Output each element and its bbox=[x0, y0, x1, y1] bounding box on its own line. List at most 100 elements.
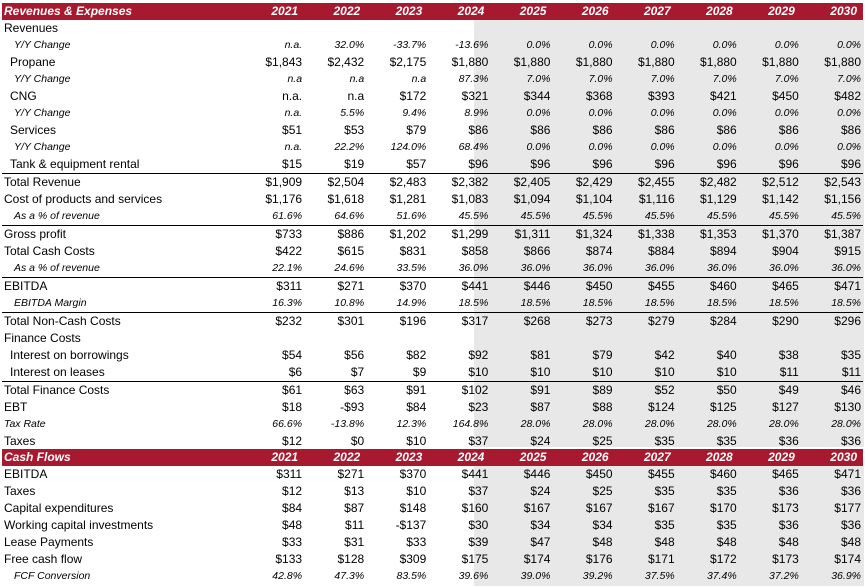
row-total-cash-costs: Total Cash Costs $422 $615 $831 $858 $866 $874… bbox=[2, 243, 863, 260]
cell-2029: $11 bbox=[779, 365, 799, 379]
cell-2028: 45.5% bbox=[706, 210, 737, 222]
row-lease-payments: Lease Payments $33 $31 $33 $39 $47 $48 $48 $48 $4… bbox=[2, 534, 863, 551]
cell-2024: 45.5% bbox=[458, 210, 489, 222]
cell-2022 bbox=[304, 330, 366, 347]
cell-2027: 0.0% bbox=[650, 39, 675, 51]
cell-2026: 39.2% bbox=[582, 570, 613, 582]
cell-2021: n.a. bbox=[284, 141, 303, 153]
cell-2027: $52 bbox=[614, 381, 677, 399]
row-y-y-change: Y/Y Change n.a. 5.5% 9.4% 8.9% 0.0% 0.0% 0.0% 0.… bbox=[2, 105, 863, 122]
cell-2029: $465 bbox=[772, 467, 799, 481]
cell-2028: 36.0% bbox=[706, 262, 737, 274]
cell-2022: 47.3% bbox=[334, 570, 365, 582]
row-label: FCF Conversion bbox=[14, 570, 91, 582]
cell-2030: 18.5% bbox=[831, 297, 861, 309]
cell-2023: $1,202 bbox=[366, 225, 429, 243]
row-taxes: Taxes $12 $13 $10 $37 $24 $25 $35 $35 $36 $36 bbox=[2, 483, 863, 500]
cell-2028 bbox=[677, 20, 739, 37]
cell-2028: $35 bbox=[716, 518, 737, 532]
year-header-2030: 2030 bbox=[800, 3, 863, 20]
cell-2025 bbox=[490, 20, 552, 37]
cell-2030 bbox=[801, 330, 863, 347]
cell-2021: 16.3% bbox=[272, 297, 303, 309]
cell-2028: $10 bbox=[716, 365, 737, 379]
cell-2030: 0.0% bbox=[837, 141, 861, 153]
cell-2024: $441 bbox=[461, 467, 489, 481]
cell-2021: $232 bbox=[241, 312, 305, 330]
year-header-2024: 2024 bbox=[428, 3, 491, 20]
cell-2022: $2,504 bbox=[304, 173, 367, 191]
cell-2029: $48 bbox=[778, 535, 799, 549]
row-label: Y/Y Change bbox=[14, 39, 71, 51]
cell-2028: $460 bbox=[710, 467, 737, 481]
cell-2025: $96 bbox=[530, 157, 551, 171]
cell-2024: 87.3% bbox=[458, 73, 489, 85]
cell-2027: $48 bbox=[654, 535, 675, 549]
row-label: Interest on borrowings bbox=[10, 348, 129, 362]
row-ebitda-margin: EBITDA Margin 16.3% 10.8% 14.9% 18.5% 18.5% 18… bbox=[2, 295, 863, 313]
row-label: Services bbox=[10, 123, 57, 137]
row-label: Taxes bbox=[4, 484, 36, 498]
cell-2023: 14.9% bbox=[396, 297, 427, 309]
row-free-cash-flow: Free cash flow $133 $128 $309 $175 $174 $176 $1… bbox=[2, 551, 863, 568]
cell-2028: 7.0% bbox=[712, 73, 737, 85]
cell-2029: 37.2% bbox=[769, 570, 799, 582]
cell-2026: $88 bbox=[592, 400, 613, 414]
year-header-2025: 2025 bbox=[490, 3, 553, 20]
cell-2027: $1,116 bbox=[638, 192, 675, 206]
cell-2023: $2,175 bbox=[389, 55, 427, 69]
cell-2022: n.a bbox=[347, 89, 365, 103]
cell-2029: $450 bbox=[772, 89, 799, 103]
cell-2022: 22.2% bbox=[334, 141, 365, 153]
cell-2023: $82 bbox=[406, 348, 427, 362]
cell-2028: $1,353 bbox=[676, 225, 739, 243]
cell-2026: $450 bbox=[585, 467, 613, 481]
cell-2027: $455 bbox=[647, 467, 675, 481]
cell-2030: $36 bbox=[840, 518, 861, 532]
cell-2021: n.a. bbox=[284, 107, 303, 119]
cell-2030: $2,543 bbox=[800, 173, 863, 191]
cell-2027 bbox=[615, 330, 677, 347]
cell-2029: 28.0% bbox=[769, 418, 799, 430]
cell-2027: $86 bbox=[654, 123, 675, 137]
row-fcf-conversion: FCF Conversion 42.8% 47.3% 83.5% 39.6% 39.0% 3… bbox=[2, 568, 863, 585]
year-header-2023: 2023 bbox=[366, 3, 429, 20]
cell-2026: $167 bbox=[585, 501, 613, 515]
cell-2024: $1,880 bbox=[451, 55, 489, 69]
cell-2025: 45.5% bbox=[520, 210, 551, 222]
cell-2025: $81 bbox=[530, 348, 551, 362]
cell-2028: $86 bbox=[716, 123, 737, 137]
cell-2030: $177 bbox=[834, 501, 861, 515]
cell-2026 bbox=[552, 20, 614, 37]
row-total-revenue: Total Revenue $1,909 $2,504 $2,483 $2,382 $2,… bbox=[2, 173, 863, 191]
projection-shading-cashflow bbox=[474, 466, 864, 586]
cell-2021: $84 bbox=[282, 501, 303, 515]
year-header-2026: 2026 bbox=[552, 449, 615, 466]
cell-2025: $1,880 bbox=[513, 55, 551, 69]
cell-2026: 28.0% bbox=[582, 418, 613, 430]
row-propane: Propane $1,843 $2,432 $2,175 $1,880 $1,880 $1,… bbox=[2, 54, 863, 71]
year-header-2026: 2026 bbox=[552, 3, 615, 20]
cell-2029 bbox=[739, 330, 801, 347]
cell-2023: $148 bbox=[399, 501, 427, 515]
cell-2022: 5.5% bbox=[340, 107, 365, 119]
cell-2029: 18.5% bbox=[769, 297, 799, 309]
cell-2030: 36.9% bbox=[831, 570, 861, 582]
cell-2021 bbox=[242, 20, 304, 37]
cell-2024: $96 bbox=[468, 157, 489, 171]
cell-2022: $271 bbox=[304, 277, 367, 295]
cell-2025: $47 bbox=[530, 535, 551, 549]
year-header-2028: 2028 bbox=[676, 449, 739, 466]
cell-2029: $36 bbox=[778, 434, 799, 448]
cell-2030: $471 bbox=[800, 277, 863, 295]
cell-2022: 24.6% bbox=[334, 262, 365, 274]
year-header-2021: 2021 bbox=[241, 3, 305, 20]
cell-2030: 28.0% bbox=[831, 418, 861, 430]
cell-2027: $2,455 bbox=[614, 173, 677, 191]
year-header-2022: 2022 bbox=[304, 3, 367, 20]
row-label: As a % of revenue bbox=[14, 262, 100, 274]
cell-2023: $91 bbox=[366, 381, 429, 399]
cell-2029: $290 bbox=[738, 312, 801, 330]
cell-2030: 7.0% bbox=[837, 73, 861, 85]
